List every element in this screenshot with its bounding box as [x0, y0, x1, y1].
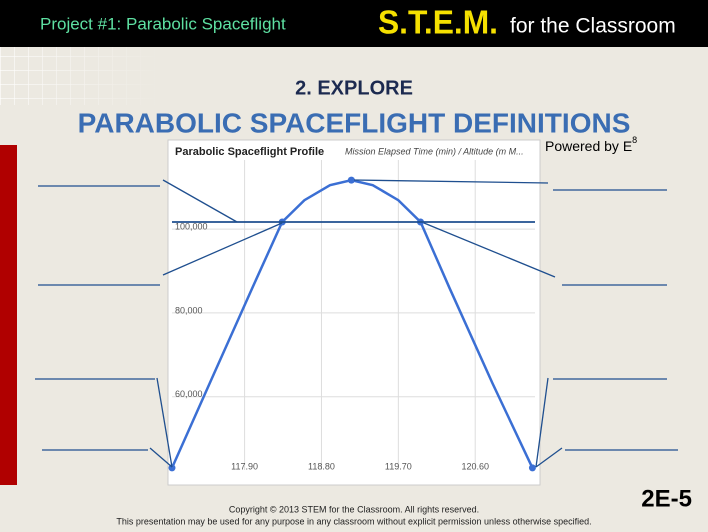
annotations — [35, 179, 678, 468]
copyright: Copyright © 2013 STEM for the Classroom.… — [229, 504, 479, 514]
y-tick-label: 80,000 — [175, 305, 203, 315]
notice: This presentation may be used for any pu… — [116, 516, 591, 526]
chart-subtitle: Mission Elapsed Time (min) / Altitude (m… — [345, 146, 524, 156]
side-bar — [0, 145, 17, 485]
slide-title: PARABOLIC SPACEFLIGHT DEFINITIONS — [78, 107, 631, 138]
x-tick-label: 117.90 — [231, 461, 258, 471]
x-tick-label: 120.60 — [461, 461, 489, 471]
x-tick-label: 118.80 — [308, 461, 335, 471]
powered-by: Powered by E8 — [545, 135, 637, 153]
point — [347, 176, 355, 184]
slide-number: 2E-5 — [641, 485, 692, 512]
y-tick-label: 100,000 — [175, 221, 208, 231]
chart-title: Parabolic Spaceflight Profile — [175, 146, 324, 158]
brand: S.T.E.M. — [378, 4, 498, 41]
bg-fade — [0, 45, 160, 105]
point — [528, 464, 536, 472]
project-title: Project #1: Parabolic Spaceflight — [40, 14, 286, 33]
y-tick-label: 60,000 — [175, 389, 203, 399]
header-bar — [0, 0, 708, 47]
section: 2. EXPLORE — [295, 77, 413, 99]
x-tick-label: 119.70 — [385, 461, 412, 471]
brand-suffix: for the Classroom — [510, 15, 676, 38]
